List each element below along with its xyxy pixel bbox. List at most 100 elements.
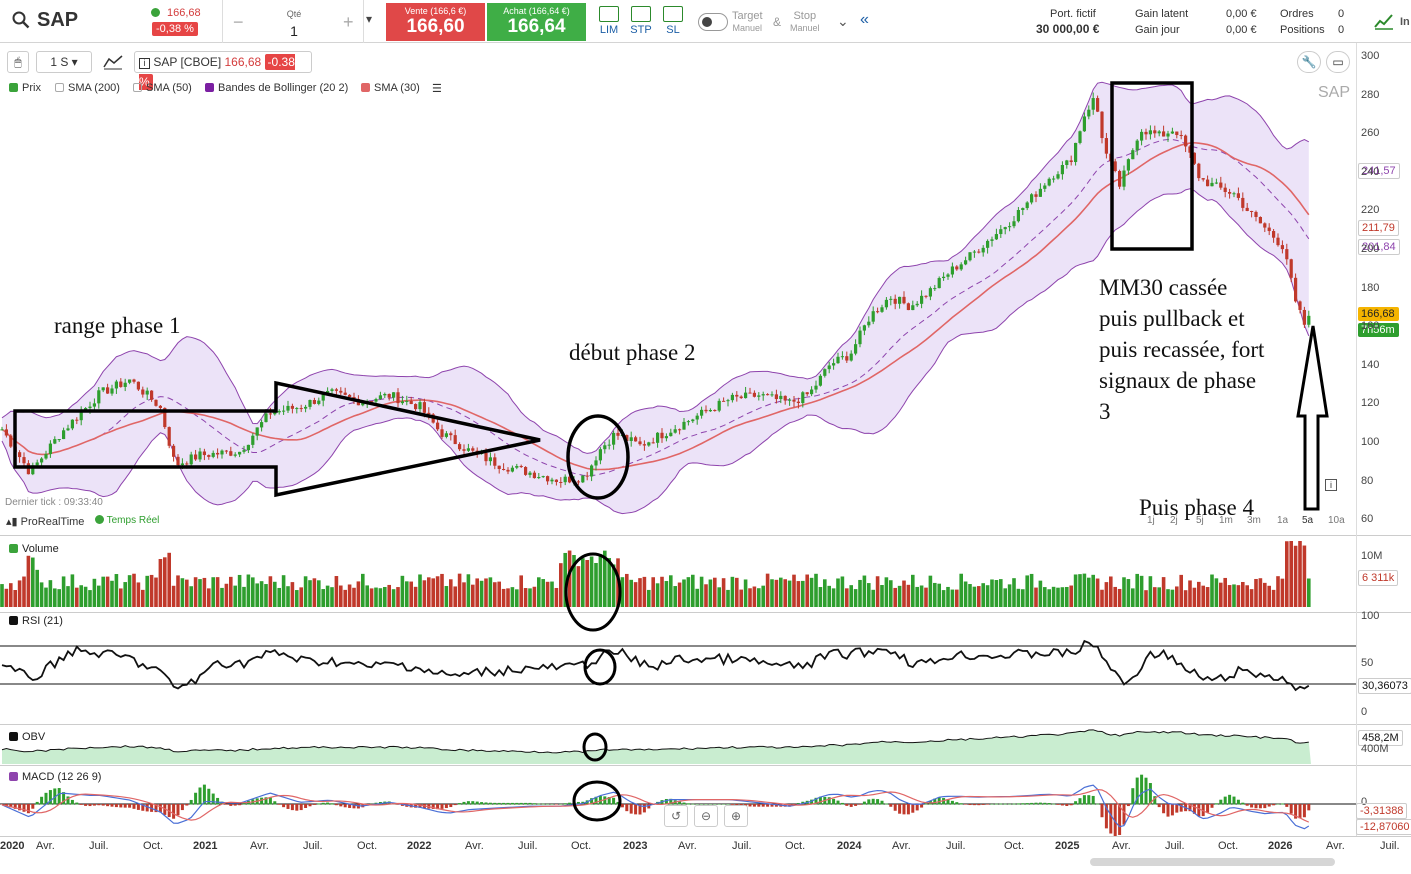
volume-bar [638,578,642,607]
pane-divider[interactable] [0,612,1411,613]
candle [836,356,840,364]
macd-histogram-bar [1047,803,1051,805]
time-axis-tick: Juil. [946,840,966,852]
candle [123,382,127,387]
volume-bar [669,575,673,607]
candle [1241,197,1245,208]
macd-histogram-bar [1104,804,1108,829]
limit-order-button[interactable]: LIM [596,6,622,36]
zoom-in-icon[interactable]: ⊕ [724,805,748,827]
volume-bar [427,577,431,607]
rsi-label[interactable]: RSI (21) [9,615,63,627]
volume-bar [1069,585,1073,607]
volume-bar [1109,576,1113,607]
qty-input[interactable]: 1 [290,23,298,39]
volume-bar [207,588,211,607]
pane-divider[interactable] [0,535,1411,536]
candle [374,399,378,402]
horizontal-scrollbar[interactable] [1090,858,1335,866]
macd-histogram-bar [1078,798,1082,805]
period-1m[interactable]: 1m [1219,515,1233,526]
macd-tag: -3,31388 [1356,803,1408,819]
volume-bar [431,578,435,607]
period-5j[interactable]: 5j [1196,515,1204,526]
qty-minus-button[interactable]: − [233,12,244,32]
period-5a[interactable]: 5a [1302,515,1314,526]
macd-histogram-bar [849,804,853,807]
volume-bar [717,587,721,607]
period-10a[interactable]: 10a [1328,515,1345,526]
volume-bar [1245,585,1249,607]
instrument-name: SAP [CBOE] [153,55,222,69]
chevron-down-icon[interactable]: ⌄ [837,13,849,29]
chevron-down-icon[interactable]: ▾ [366,12,373,26]
stop-order-button[interactable]: STP [628,6,654,36]
candle [176,456,180,466]
ampersand: & [773,15,782,29]
candle [163,407,167,428]
top-bar: SAP 166,68 -0,38 % Qté 1 − + ▾ Vente (16… [0,0,1411,43]
chart-icon[interactable] [1374,12,1394,30]
volume-bar [853,589,858,607]
volume-bar [66,586,70,607]
target-stop-toggle[interactable] [698,13,728,31]
qty-plus-button[interactable]: + [343,12,354,32]
candle [524,467,528,475]
legend-sma50[interactable]: SMA (50) [133,82,192,94]
legend-sma30[interactable]: SMA (30) [361,82,420,94]
legend-swatch [361,83,370,92]
zoom-out-icon[interactable]: ⊖ [694,805,718,827]
macd-histogram-bar [110,804,114,807]
stop-limit-order-button[interactable]: SL [660,6,686,36]
symbol-name[interactable]: SAP [37,9,79,31]
buy-button[interactable]: Achat (166,64 €) 166,64 [487,3,586,41]
legend-bollinger[interactable]: Bandes de Bollinger (20 2) [205,82,348,94]
price-axis-tick: 100 [1361,436,1380,448]
window-icon[interactable]: ▭ [1326,51,1350,73]
search-icon[interactable] [12,11,30,29]
candle [1184,135,1188,147]
legend-sma200[interactable]: SMA (200) [55,82,120,94]
volume-label[interactable]: Volume [9,543,59,555]
time-axis-tick: Oct. [143,840,164,852]
reset-icon[interactable]: ↺ [664,805,688,827]
macd-histogram-bar [466,801,470,805]
volume-bar [57,589,61,607]
macd-histogram-bar [260,797,264,805]
candle [669,432,673,437]
macd-histogram-bar [862,801,866,805]
candle [1153,130,1157,134]
settings-wrench-icon[interactable]: 🔧 [1297,51,1321,73]
period-2j[interactable]: 2j [1170,515,1178,526]
stop-setting[interactable]: Stop Manuel [790,10,820,34]
candle [537,476,541,479]
macd-label[interactable]: MACD (12 26 9) [9,771,101,783]
candle [466,448,470,451]
period-1j[interactable]: 1j [1147,515,1155,526]
chart-type-icon[interactable] [102,53,124,71]
timeframe-select[interactable]: 1 S ▾ [36,51,92,73]
candle [757,395,761,397]
candle [233,454,237,456]
mouse-icon[interactable]: 🖱 [7,51,29,73]
volume-bar [321,589,325,607]
legend-prix[interactable]: Prix [9,82,41,94]
volume-bar [673,586,677,607]
pane-divider[interactable] [0,724,1411,725]
target-setting[interactable]: Target Manuel [732,10,763,34]
period-3m[interactable]: 3m [1247,515,1261,526]
info-icon[interactable]: i [1325,479,1337,491]
quantity-stepper[interactable]: Qté 1 − + [222,0,364,43]
sell-button[interactable]: Vente (166,6 €) 166,60 [386,3,485,41]
period-1a[interactable]: 1a [1277,515,1289,526]
macd-histogram-bar [475,801,479,805]
candle [400,401,404,404]
candle [893,298,897,304]
candle [937,278,941,289]
legend-menu-icon[interactable]: ☰ [432,83,442,95]
collapse-icon[interactable]: « [860,11,869,28]
pane-divider[interactable] [0,765,1411,766]
volume-bar [413,586,418,607]
obv-label[interactable]: OBV [9,731,45,743]
